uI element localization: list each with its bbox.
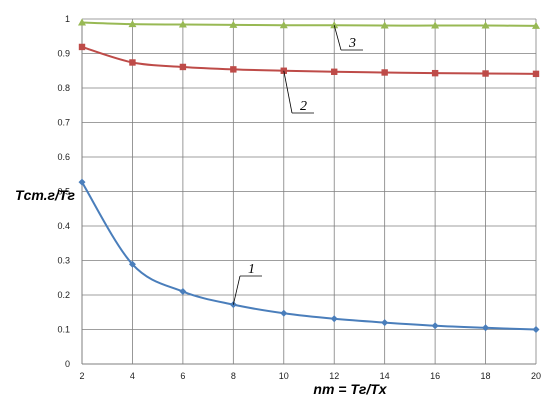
series-1 [78,178,540,333]
x-tick-label: 4 [130,371,135,381]
data-point [179,63,187,71]
y-tick-label: 0.5 [57,187,70,197]
data-point [78,178,86,186]
x-tick-label: 8 [231,371,236,381]
series-line [81,21,537,27]
y-tick-label: 0.2 [57,290,70,300]
data-point [279,21,288,29]
series-group [78,18,540,333]
y-tick-label: 0.3 [57,256,70,266]
y-tick-label: 0 [65,359,70,369]
series-3 [78,18,540,29]
callout-1: 1 [232,262,262,305]
data-point [78,43,86,51]
data-point [532,21,540,29]
y-tick-label: 0.9 [57,49,70,59]
data-point [330,315,338,323]
data-point [431,69,439,77]
x-tick-label: 6 [180,371,185,381]
data-point [128,20,137,28]
y-tick-label: 0.4 [57,221,70,231]
x-tick-label: 16 [430,371,440,381]
x-tick-label: 12 [329,371,339,381]
y-axis-label: Tст.г/Tг [15,187,75,203]
data-point [230,66,237,73]
data-point [179,288,187,296]
data-point [532,326,540,333]
data-point [129,59,136,66]
x-tick-label: 2 [79,371,84,381]
data-point [482,70,489,77]
data-point [78,18,86,26]
y-tick-label: 0.6 [57,152,70,162]
data-point [330,21,339,29]
data-point [128,260,136,268]
x-axis-label: nт = Tг/Tх [313,381,387,397]
x-tick-label: 10 [279,371,289,381]
y-tick-label: 1 [65,14,70,24]
tick-labels: 00.10.20.30.40.50.60.70.80.912 4 6 8 10 12 14 1… [57,14,541,381]
data-point [178,20,187,28]
data-point [532,70,540,78]
data-point [331,68,338,75]
y-tick-label: 0.7 [57,118,70,128]
x-tick-label: 20 [531,371,541,381]
data-point [481,21,490,29]
series-line [81,181,537,331]
callout-label: 3 [348,36,356,51]
callout-label: 1 [248,262,255,277]
callout-leader [232,275,241,305]
data-point [280,309,288,317]
series-line [81,45,537,75]
callout-leader [283,70,293,114]
series-2 [78,43,540,78]
x-tick-label: 18 [481,371,491,381]
y-tick-label: 0.1 [57,325,70,335]
data-point [229,20,238,28]
x-tick-label: 14 [380,371,390,381]
grid-lines [81,18,537,365]
callout-leader [333,25,342,51]
data-point [431,21,440,29]
y-tick-label: 0.8 [57,83,70,93]
callout-2: 2 [283,70,314,114]
data-point [380,21,389,29]
data-point [381,319,389,327]
data-point [482,324,490,332]
callout-label: 2 [300,99,307,114]
series-callouts: 1 2 3 [232,25,363,305]
data-point [381,69,388,76]
data-point [431,322,439,330]
callout-3: 3 [333,25,363,51]
